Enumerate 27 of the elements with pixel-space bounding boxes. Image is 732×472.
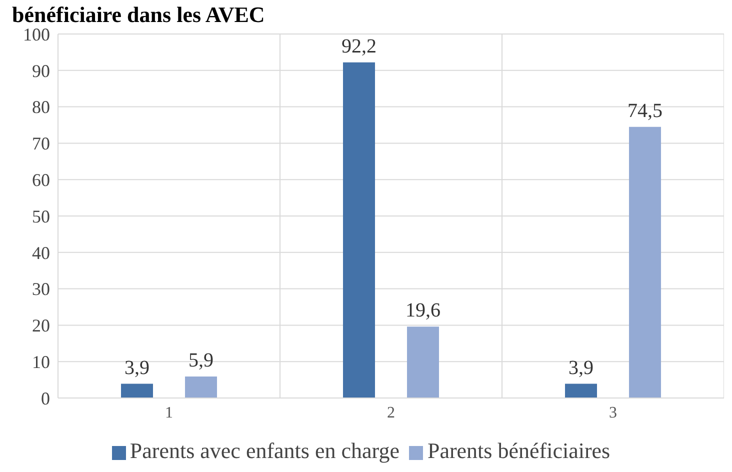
y-tick-label: 10 — [32, 352, 50, 372]
x-tick-label: 2 — [387, 404, 395, 422]
y-tick-label: 80 — [32, 97, 50, 118]
y-tick-label: 20 — [32, 316, 50, 336]
bar — [629, 126, 661, 398]
bar — [121, 384, 153, 398]
y-tick-label: 60 — [32, 170, 50, 190]
legend-label: Parents bénéficiaires — [427, 438, 610, 463]
data-label: 3,9 — [568, 356, 594, 379]
bar — [565, 384, 597, 398]
data-label: 5,9 — [188, 350, 214, 372]
bar — [185, 376, 217, 398]
data-label: 19,6 — [406, 300, 440, 322]
y-tick-label: 30 — [32, 279, 50, 300]
y-tick-label: 40 — [32, 242, 50, 263]
y-tick-label: 0 — [41, 388, 50, 408]
data-label: 92,2 — [342, 35, 376, 58]
bar — [407, 326, 439, 398]
bar — [343, 62, 375, 398]
data-label: 74,5 — [628, 100, 662, 122]
legend-label: Parents avec enfants en charge — [130, 438, 400, 463]
x-tick-label: 3 — [609, 404, 617, 422]
x-tick-label: 1 — [165, 404, 173, 422]
y-tick-label: 50 — [32, 206, 50, 226]
data-label: 3,9 — [124, 356, 150, 379]
y-tick-label: 90 — [32, 60, 50, 81]
y-tick-label: 70 — [32, 134, 50, 154]
